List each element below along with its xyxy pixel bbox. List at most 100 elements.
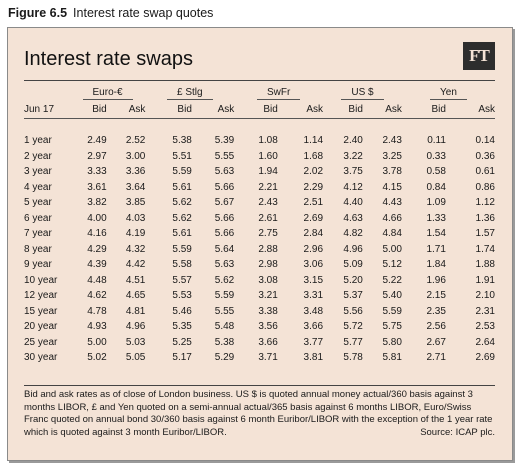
ask-rate-cell: 0.36 [475,150,495,162]
bid-rate-cell: 0.33 [426,150,446,162]
ask-rate-cell: 4.03 [125,212,146,224]
ask-rate-cell: 5.80 [382,336,402,348]
bid-rate-cell: 5.25 [172,336,192,348]
ask-rate-cell: 5.62 [214,274,235,286]
ask-rate-cell: 5.66 [214,228,235,240]
term-label: 3 year [24,166,52,178]
bid-rate-cell: 5.20 [343,274,363,286]
bid-rate-cell: 2.61 [258,212,278,224]
term-label: 5 year [24,197,52,209]
currency-header: US $ [323,84,402,100]
table-row: 12 year 4.62 4.65 5.53 5.59 3.21 3.31 5.37 5.40 2… [24,288,495,304]
figure-caption-text: Interest rate swap quotes [73,6,214,20]
ask-rate-cell: 2.53 [475,321,495,333]
ask-rate-cell: 5.38 [214,336,235,348]
bid-rate-cell: 5.61 [172,181,192,193]
ask-rate-cell: 1.68 [303,150,324,162]
ask-rate-cell: 5.03 [125,336,146,348]
table-row: 6 year 4.00 4.03 5.62 5.66 2.61 2.69 4.63 4.66 1.… [24,211,495,227]
ask-rate-cell: 4.96 [125,321,146,333]
bid-rate-cell: 4.40 [343,197,363,209]
ask-rate-cell: 5.67 [214,197,235,209]
table-row: 20 year 4.93 4.96 5.35 5.48 3.56 3.66 5.72 5.75 2… [24,319,495,335]
bid-rate-cell: 2.56 [426,321,446,333]
ask-rate-cell: 5.64 [214,243,235,255]
bid-rate-cell: 4.12 [343,181,363,193]
term-label: 15 year [24,305,58,317]
ask-rate-cell: 3.78 [382,166,402,178]
bid-rate-cell: 2.35 [426,305,446,317]
bid-header: Bid [177,103,192,115]
ask-rate-cell: 3.81 [303,352,324,364]
ask-rate-cell: 3.85 [125,197,146,209]
bid-rate-cell: 3.56 [258,321,278,333]
ask-rate-cell: 5.75 [382,321,402,333]
ask-rate-cell: 4.43 [382,197,402,209]
currency-header: SwFr [234,84,323,100]
bid-rate-cell: 4.16 [87,228,107,240]
header-divider [24,118,495,119]
bid-rate-cell: 0.58 [426,166,446,178]
ask-rate-cell: 3.00 [125,150,146,162]
ask-rate-cell: 2.84 [303,228,324,240]
table-row: 30 year 5.02 5.05 5.17 5.29 3.71 3.81 5.78 5.81 2… [24,350,495,366]
bid-rate-cell: 4.96 [343,243,363,255]
ask-rate-cell: 5.63 [214,259,235,271]
ask-rate-cell: 4.32 [125,243,146,255]
bid-rate-cell: 4.29 [87,243,107,255]
bid-rate-cell: 5.72 [343,321,363,333]
bid-rate-cell: 2.97 [87,150,107,162]
ask-rate-cell: 5.39 [214,135,235,147]
ask-rate-cell: 2.52 [125,135,146,147]
ask-rate-cell: 5.66 [214,212,235,224]
ask-rate-cell: 1.12 [475,197,495,209]
currency-header: Euro-€ [70,84,146,100]
title-divider [24,80,495,81]
bid-header: Bid [348,103,363,115]
currency-header: Yen [402,84,495,100]
ask-rate-cell: 2.31 [475,305,495,317]
term-label: 12 year [24,290,58,302]
bid-rate-cell: 5.46 [172,305,192,317]
term-label: 6 year [24,212,52,224]
ask-header: Ask [128,103,146,115]
ask-rate-cell: 5.40 [382,290,402,302]
bid-rate-cell: 4.93 [87,321,107,333]
figure-caption: Figure 6.5 Interest rate swap quotes [8,6,213,20]
bid-rate-cell: 5.53 [172,290,192,302]
currency-header: £ Stlg [145,84,234,100]
bid-rate-cell: 1.84 [426,259,446,271]
panel-title: Interest rate swaps [24,48,193,70]
bid-rate-cell: 4.78 [87,305,107,317]
bid-rate-cell: 5.62 [172,212,192,224]
bid-rate-cell: 0.84 [426,181,446,193]
date-label: Jun 17 [24,103,55,115]
bid-rate-cell: 3.82 [87,197,107,209]
bid-rate-cell: 3.38 [258,305,278,317]
table-row: 2 year 2.97 3.00 5.51 5.55 1.60 1.68 3.22 3.25 0.… [24,149,495,165]
ask-rate-cell: 4.66 [382,212,402,224]
bid-rate-cell: 1.94 [258,166,278,178]
ask-rate-cell: 4.84 [382,228,402,240]
ask-rate-cell: 4.81 [125,305,146,317]
bid-rate-cell: 4.48 [87,274,107,286]
term-label: 20 year [24,321,58,333]
bid-rate-cell: 2.40 [343,135,363,147]
bid-rate-cell: 4.39 [87,259,107,271]
ask-rate-cell: 3.48 [303,305,324,317]
bid-rate-cell: 5.77 [343,336,363,348]
ask-rate-cell: 1.74 [475,243,495,255]
term-label: 30 year [24,352,58,364]
bid-rate-cell: 5.17 [172,352,192,364]
ask-rate-cell: 2.02 [303,166,324,178]
bid-ask-header-row: Jun 17 Bid Ask Bid Ask Bid Ask Bid Ask B… [24,100,495,119]
ask-rate-cell: 5.55 [214,305,235,317]
term-label: 8 year [24,243,52,255]
ask-rate-cell: 4.65 [125,290,146,302]
bid-header: Bid [431,103,446,115]
bid-rate-cell: 5.51 [172,150,192,162]
term-label: 7 year [24,228,52,240]
bid-rate-cell: 2.49 [87,135,107,147]
bid-rate-cell: 5.56 [343,305,363,317]
ask-rate-cell: 3.36 [125,166,146,178]
